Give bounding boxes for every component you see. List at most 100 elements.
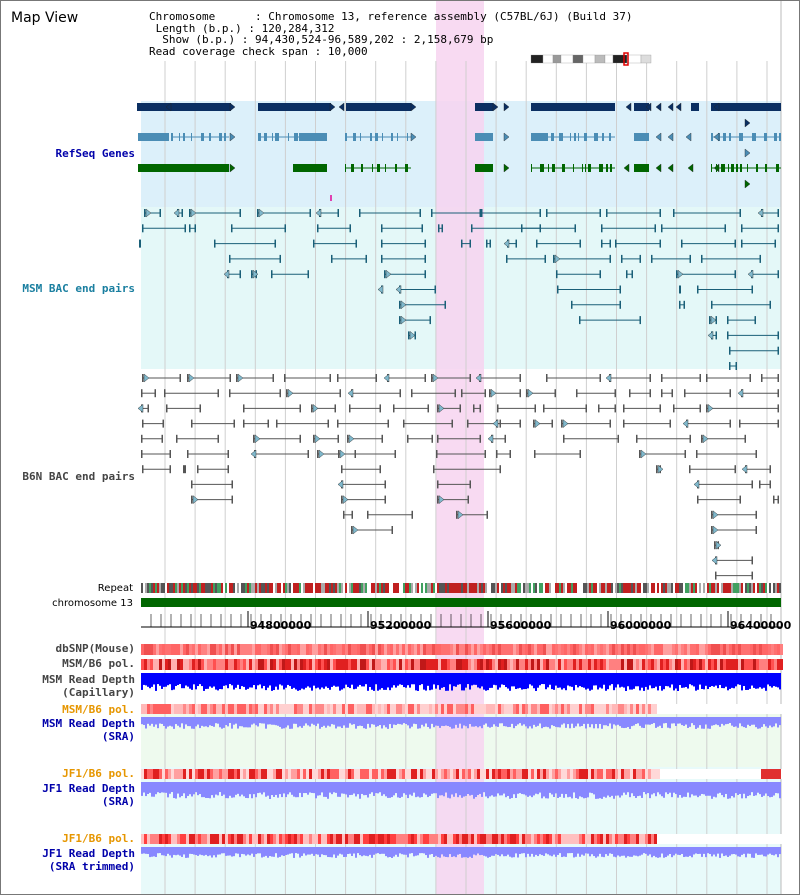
gene-navy-block[interactable] (711, 103, 781, 111)
b6n-bac-pair-end[interactable] (656, 465, 658, 474)
b6n-bac-pair-end[interactable] (384, 495, 387, 504)
b6n-bac-pair-end[interactable] (176, 434, 178, 443)
b6n-bac-pair-end[interactable] (317, 450, 319, 458)
b6n-bac-pair-end[interactable] (164, 389, 166, 398)
b6n-bac-pair-end[interactable] (227, 450, 230, 458)
b6n-bac-pair-end[interactable] (437, 404, 439, 413)
b6n-bac-pair-end[interactable] (669, 419, 672, 428)
b6n-bac-pair-end[interactable] (227, 465, 230, 474)
gene-teal-exon[interactable] (382, 133, 383, 141)
b6n-bac-pair-end[interactable] (684, 450, 687, 458)
b6n-bac-pair-end[interactable] (609, 419, 612, 428)
b6n-bac-pair-end[interactable] (286, 389, 288, 398)
msm-bac-pair-end[interactable] (777, 346, 780, 355)
gene-teal-exon[interactable] (407, 133, 408, 141)
track-label-msm-b6-pol-1[interactable]: MSM/B6 pol. (62, 657, 135, 670)
msm-bac-pair-end[interactable] (189, 209, 191, 217)
gene-green-block[interactable] (293, 164, 327, 172)
msm-bac-pair-end[interactable] (331, 254, 333, 263)
gene-teal-exon[interactable] (264, 133, 267, 141)
b6n-bac-pair-end[interactable] (469, 480, 472, 489)
b6n-bac-pair-end[interactable] (533, 419, 535, 428)
b6n-bac-pair-end[interactable] (411, 510, 414, 519)
b6n-bac-pair-end[interactable] (661, 389, 663, 398)
b6n-bac-pair-end[interactable] (387, 419, 390, 428)
gene-green-exon[interactable] (721, 164, 725, 172)
msm-bac-pair-end[interactable] (479, 209, 482, 217)
gene-green-block[interactable] (475, 164, 493, 172)
b6n-bac-pair-end[interactable] (561, 419, 563, 428)
b6n-bac-pair-end[interactable] (141, 450, 143, 458)
msm-bac-pair-end[interactable] (724, 224, 727, 233)
msm-bac-pair-end[interactable] (539, 209, 542, 217)
b6n-bac-pair-end[interactable] (551, 419, 554, 428)
msm-bac-pair-end[interactable] (579, 316, 581, 325)
gene-green-exon[interactable] (540, 164, 544, 172)
msm-bac-pair-end[interactable] (553, 254, 555, 263)
msm-bac-pair-end[interactable] (727, 331, 729, 340)
b6n-bac-pair-end[interactable] (162, 419, 165, 428)
b6n-bac-pair-end[interactable] (739, 495, 742, 504)
gene-green-exon[interactable] (711, 164, 712, 172)
b6n-bac-pair-end[interactable] (755, 526, 758, 534)
msm-bac-pair-end[interactable] (741, 224, 743, 233)
msm-bac-pair-end[interactable] (506, 254, 508, 263)
gene-teal-exon[interactable] (739, 133, 743, 141)
msm-bac-pair-end[interactable] (609, 254, 612, 263)
b6n-bac-pair-end[interactable] (437, 434, 439, 443)
b6n-bac-pair-end[interactable] (639, 450, 641, 458)
gene-green-exon[interactable] (385, 164, 386, 172)
msm-bac-pair-end[interactable] (639, 254, 642, 263)
b6n-bac-pair-end[interactable] (519, 419, 522, 428)
msm-bac-pair-end[interactable] (609, 239, 612, 248)
b6n-bac-pair-end[interactable] (467, 495, 470, 504)
b6n-bac-pair-end[interactable] (456, 510, 458, 519)
msm-bac-pair-end[interactable] (184, 224, 187, 233)
msm-bac-pair-end[interactable] (257, 209, 259, 217)
b6n-bac-pair-end[interactable] (649, 374, 652, 382)
b6n-bac-pair-end[interactable] (243, 404, 245, 413)
msm-bac-pair-end[interactable] (469, 239, 472, 248)
b6n-bac-pair-end[interactable] (427, 404, 430, 413)
msm-bac-pair-end[interactable] (536, 239, 538, 248)
msm-bac-pair-end[interactable] (546, 209, 548, 217)
msm-bac-pair-end[interactable] (777, 270, 780, 279)
b6n-bac-pair-end[interactable] (576, 389, 578, 398)
b6n-bac-pair-end[interactable] (197, 465, 199, 474)
msm-bac-pair-end[interactable] (571, 300, 573, 309)
msm-bac-pair-end[interactable] (486, 239, 488, 248)
b6n-bac-pair-end[interactable] (381, 434, 384, 443)
gene-green-exon[interactable] (372, 164, 373, 172)
gene-green-exon[interactable] (582, 164, 583, 172)
b6n-bac-pair-end[interactable] (761, 374, 763, 382)
b6n-bac-pair-end[interactable] (411, 389, 413, 398)
b6n-bac-pair-end[interactable] (617, 434, 620, 443)
gene-green-block[interactable] (138, 164, 229, 172)
gene-teal-exon[interactable] (219, 133, 222, 141)
gene-teal-exon[interactable] (360, 133, 361, 141)
msm-bac-pair-end[interactable] (701, 254, 703, 263)
msm-bac-pair-end[interactable] (317, 224, 319, 233)
b6n-bac-pair-end[interactable] (543, 404, 545, 413)
msm-bac-pair-end[interactable] (777, 209, 780, 217)
msm-bac-pair-end[interactable] (365, 254, 368, 263)
msm-bac-pair-end[interactable] (251, 270, 253, 279)
msm-bac-pair-end[interactable] (189, 224, 191, 233)
b6n-bac-pair-end[interactable] (636, 434, 638, 443)
gene-teal-exon[interactable] (551, 133, 554, 141)
gene-teal-block[interactable] (299, 133, 327, 141)
gene-green-exon[interactable] (756, 164, 758, 172)
b6n-bac-pair-end[interactable] (183, 465, 185, 474)
b6n-bac-pair-end[interactable] (393, 404, 395, 413)
msm-bac-pair-end[interactable] (419, 209, 422, 217)
gene-green-exon[interactable] (740, 164, 742, 172)
b6n-bac-pair-end[interactable] (436, 450, 438, 458)
msm-bac-pair-end[interactable] (424, 270, 427, 279)
b6n-bac-pair-end[interactable] (755, 450, 758, 458)
b6n-bac-pair-end[interactable] (391, 526, 394, 534)
track-label-msm-read-depth-sra[interactable]: MSM Read Depth (SRA) (42, 717, 135, 743)
msm-bac-pair-end[interactable] (429, 316, 432, 325)
b6n-bac-pair-end[interactable] (284, 374, 286, 382)
b6n-bac-pair-end[interactable] (253, 434, 255, 443)
b6n-bac-pair-end[interactable] (243, 419, 245, 428)
